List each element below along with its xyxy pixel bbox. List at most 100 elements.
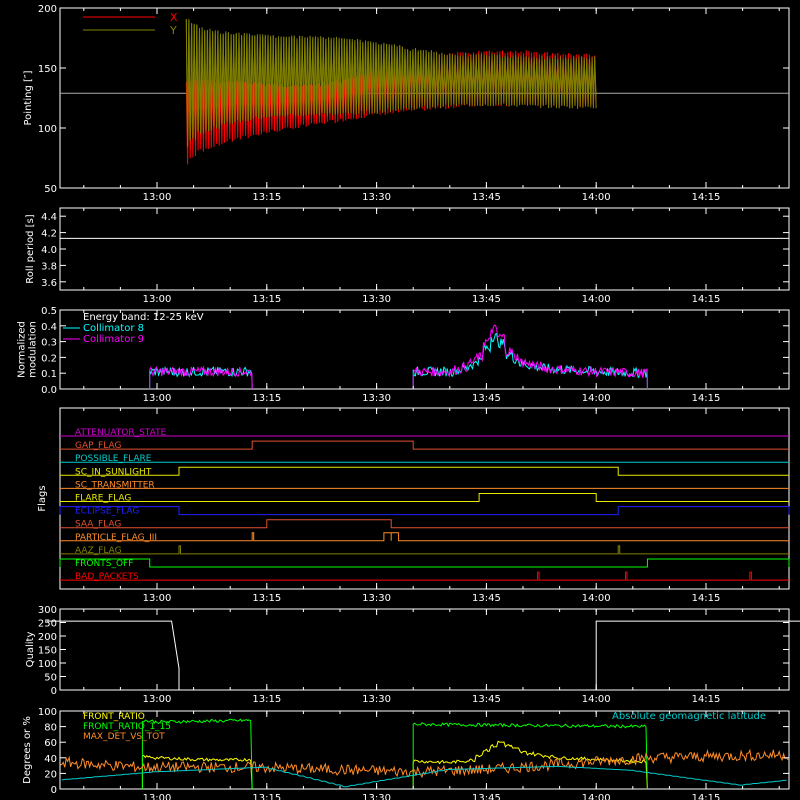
- quality-panel-ytick-label: 300: [38, 605, 57, 616]
- ratios-series-absolute-geomagnetic-latitude: [61, 765, 787, 788]
- flag-label-eclipse-flag: ECLIPSE_FLAG: [75, 507, 139, 517]
- pointing-panel-xtick-label: 14:00: [582, 192, 611, 203]
- pointing-panel-xtick-label: 13:30: [362, 192, 391, 203]
- flag-label-particle-flag-iii: PARTICLE_FLAG_III: [75, 533, 157, 543]
- roll-panel-ytick-label: 3.6: [41, 278, 57, 289]
- flags-panel-xtick-label: 14:00: [582, 593, 611, 604]
- modulation-panel-xtick-label: 14:15: [692, 393, 721, 404]
- ratios-panel-xtick-label: 13:00: [143, 793, 172, 800]
- ratios-panel-ytick-label: 60: [44, 738, 57, 749]
- flag-label-sc-in-sunlight: SC_IN_SUNLIGHT: [75, 467, 152, 477]
- roll-panel-ytick-label: 4.0: [41, 245, 57, 256]
- flags-panel-xtick-label: 13:15: [252, 593, 281, 604]
- modulation-panel-ytick-label: 0.3: [41, 338, 57, 349]
- modulation-legend-label: Energy band: 12-25 keV: [83, 312, 204, 323]
- pointing-legend-label: X: [170, 11, 178, 24]
- pointing-panel-ytick-label: 50: [44, 184, 57, 195]
- modulation-panel-ylabel: Normalized modulation: [17, 321, 39, 378]
- modulation-legend-label: Collimator 8: [83, 323, 144, 334]
- ratios-series-front-ratio-1-15: [412, 722, 648, 790]
- flags-panel-xtick-label: 13:30: [362, 593, 391, 604]
- flags-panel-ylabel: Flags: [37, 485, 48, 511]
- ratios-panel-xtick-label: 14:00: [582, 793, 611, 800]
- modulation-series-collimator-9: [412, 324, 648, 390]
- pointing-panel-xtick-label: 13:45: [472, 192, 501, 203]
- quality-panel-ytick-label: 100: [38, 659, 57, 670]
- ratios-panel-xtick-label: 13:15: [252, 793, 281, 800]
- quality-panel-ytick-label: 0: [51, 686, 57, 697]
- quality-panel-ytick-label: 50: [44, 673, 57, 684]
- ratios-panel-ylabel-line: Degrees or %: [22, 716, 33, 784]
- quality-panel-ytick-label: 250: [38, 619, 57, 630]
- roll-panel-frame: [59, 207, 790, 291]
- flag-trace-aaz-flag: [60, 545, 789, 555]
- modulation-panel-xtick-label: 13:15: [252, 393, 281, 404]
- flags-panel-xtick-label: 14:15: [692, 593, 721, 604]
- modulation-panel-xtick-label: 13:45: [472, 393, 501, 404]
- flag-label-fronts-off: FRONTS_OFF: [75, 559, 133, 569]
- roll-panel-xtick-label: 13:00: [143, 294, 172, 305]
- modulation-panel-ytick-label: 0.2: [41, 353, 57, 364]
- ratios-legend-label-latitude: Absolute geomagnetic latitude: [612, 711, 766, 722]
- quality-panel-xtick-label: 13:45: [472, 694, 501, 705]
- quality-panel-ylabel-line: Quality: [25, 632, 36, 668]
- roll-panel-ylabel: Roll period [s]: [25, 214, 36, 283]
- flag-trace-flare-flag: [60, 493, 789, 502]
- ratios-legend-label: FRONT_RATIO: [83, 712, 145, 722]
- modulation-panel-frame: [59, 309, 790, 390]
- roll-panel-ytick-label: 4.4: [41, 212, 57, 223]
- flags-panel-xtick-label: 13:00: [143, 593, 172, 604]
- modulation-series-collimator-9: [149, 365, 253, 390]
- flag-label-flare-flag: FLARE_FLAG: [75, 494, 131, 504]
- quality-panel-xtick-label: 14:00: [582, 694, 611, 705]
- modulation-panel-ylabel-line: modulation: [28, 321, 39, 378]
- roll-panel-ytick-label: 4.2: [41, 229, 57, 240]
- modulation-panel-xtick-label: 14:00: [582, 393, 611, 404]
- flag-label-bad-packets: BAD_PACKETS: [75, 572, 139, 582]
- flag-label-sc-transmitter: SC_TRANSMITTER: [75, 480, 155, 490]
- pointing-legend-label: Y: [169, 24, 177, 37]
- modulation-panel-xtick-label: 13:30: [362, 393, 391, 404]
- ratios-panel-xtick-label: 13:30: [362, 793, 391, 800]
- modulation-series-collimator-8: [412, 332, 648, 390]
- roll-panel-xtick-label: 13:30: [362, 294, 391, 305]
- flag-trace-particle-flag-iii: [60, 532, 789, 542]
- pointing-panel-ylabel: Pointing [″]: [23, 70, 34, 125]
- ratios-panel-ylabel: Degrees or %: [22, 716, 33, 784]
- ratios-legend-label: FRONT_RATIO_1_15: [83, 722, 171, 732]
- flag-trace-fronts-off: [59, 558, 790, 568]
- roll-panel-xtick-label: 13:15: [252, 294, 281, 305]
- ratios-series-front-ratio: [141, 754, 253, 790]
- modulation-panel-ytick-label: 0.5: [41, 306, 57, 317]
- pointing-panel-ytick-label: 100: [38, 124, 57, 135]
- quality-panel-ylabel: Quality: [25, 632, 36, 668]
- ratios-panel-ytick-label: 40: [44, 754, 57, 765]
- pointing-series-y-overlay: [185, 18, 597, 147]
- flags-panel-xtick-label: 13:45: [472, 593, 501, 604]
- pointing-panel-xtick-label: 14:15: [692, 192, 721, 203]
- ratios-panel-xtick-label: 13:45: [472, 793, 501, 800]
- roll-panel-ylabel-line: Roll period [s]: [25, 214, 36, 283]
- quality-trace: [47, 620, 800, 691]
- quality-panel-ytick-label: 200: [38, 632, 57, 643]
- ratios-panel-frame: [59, 710, 790, 790]
- flag-trace-gap-flag: [60, 440, 789, 450]
- quality-panel-xtick-label: 13:00: [143, 694, 172, 705]
- flags-panel-frame: [59, 407, 790, 590]
- pointing-panel-ytick-label: 150: [38, 64, 57, 75]
- ratios-series-front-ratio-1-15: [141, 718, 253, 790]
- quality-panel-xtick-label: 13:15: [252, 694, 281, 705]
- modulation-panel-xtick-label: 13:00: [143, 393, 172, 404]
- ratios-panel-ytick-label: 80: [44, 723, 57, 734]
- flag-label-attenuator-state: ATTENUATOR_STATE: [75, 428, 167, 438]
- flag-label-possible-flare: POSSIBLE_FLARE: [75, 454, 152, 464]
- flag-trace-sc-in-sunlight: [60, 466, 789, 476]
- pointing-panel-ylabel-line: Pointing [″]: [23, 70, 34, 125]
- pointing-panel-frame: [59, 7, 790, 189]
- flag-label-gap-flag: GAP_FLAG: [75, 441, 121, 451]
- modulation-legend-label: Collimator 9: [83, 334, 144, 345]
- roll-panel-xtick-label: 13:45: [472, 294, 501, 305]
- flag-trace-saa-flag: [60, 519, 789, 529]
- modulation-panel-ytick-label: 0.1: [41, 369, 57, 380]
